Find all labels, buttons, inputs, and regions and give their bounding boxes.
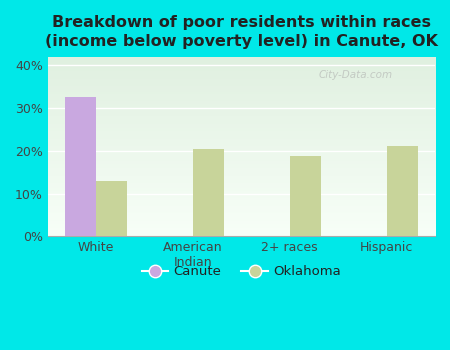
Bar xyxy=(387,146,418,236)
Bar xyxy=(65,97,96,236)
Bar xyxy=(96,181,127,236)
Bar xyxy=(193,149,224,236)
Legend: Canute, Oklahoma: Canute, Oklahoma xyxy=(137,260,346,284)
Text: City-Data.com: City-Data.com xyxy=(319,70,393,80)
Title: Breakdown of poor residents within races
(income below poverty level) in Canute,: Breakdown of poor residents within races… xyxy=(45,15,438,49)
Bar xyxy=(290,156,321,236)
